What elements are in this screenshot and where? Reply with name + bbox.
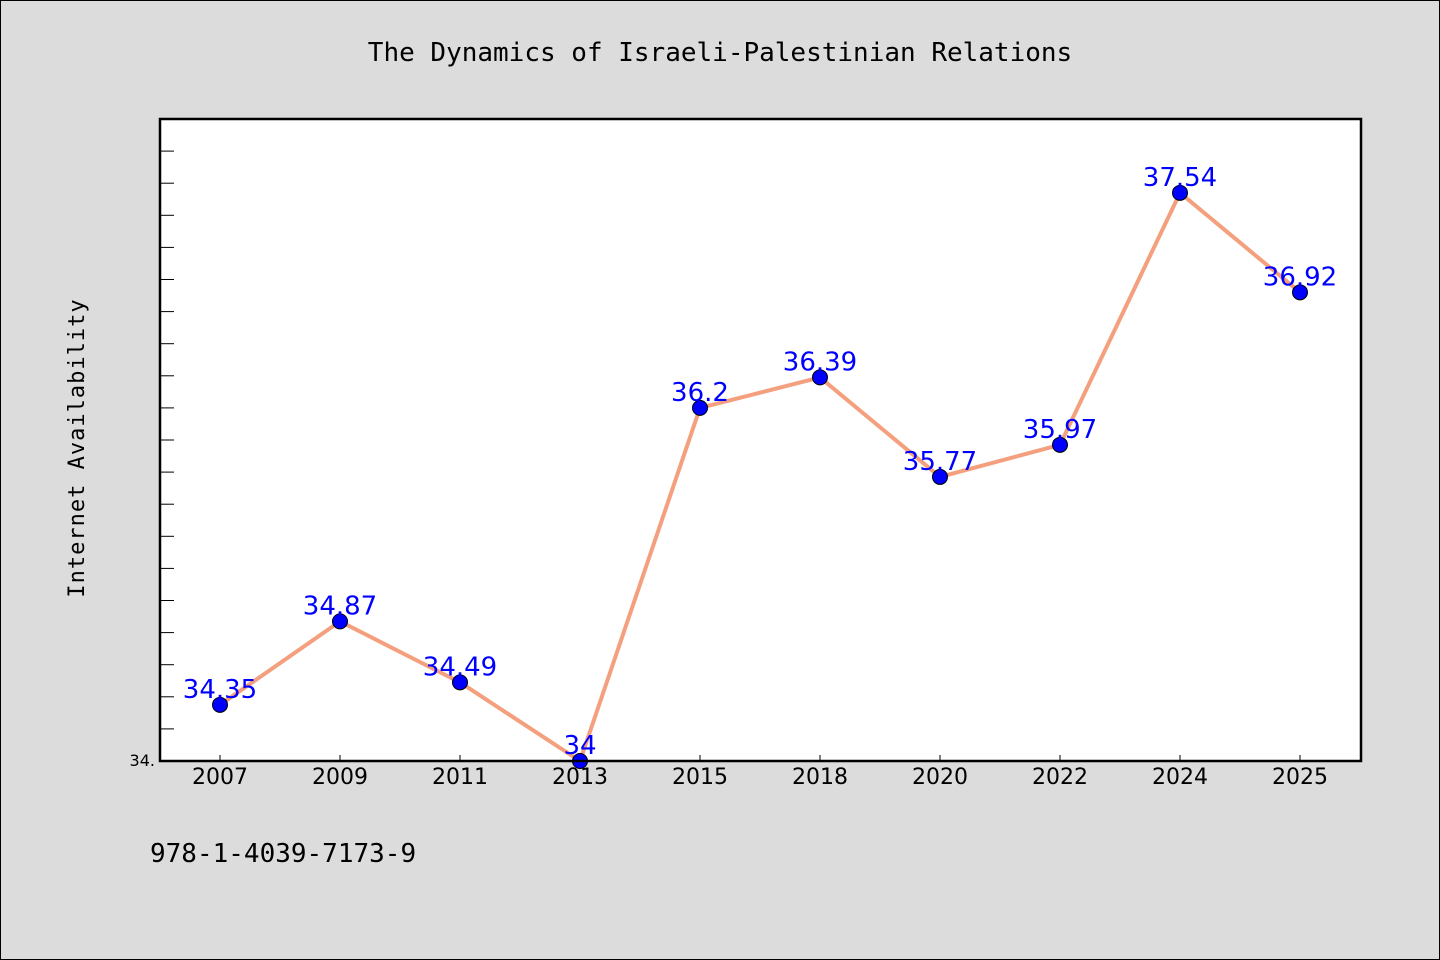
x-tick-label: 2013 [552,765,608,790]
data-label: 34.87 [303,591,377,621]
data-label: 37.54 [1143,163,1217,193]
plot-area [160,119,1361,761]
data-point [692,399,708,416]
series-group [212,184,1308,769]
data-label: 36.39 [783,347,857,377]
data-label: 35.77 [903,447,977,477]
x-tick-label: 2009 [312,765,368,790]
x-tick-label: 2022 [1032,765,1088,790]
data-label: 34.35 [183,675,257,705]
data-point [1172,184,1188,201]
x-tick-label: 2007 [192,765,248,790]
data-point [332,613,348,630]
series-line [218,190,1302,763]
x-tick-label: 2020 [912,765,968,790]
x-tick-label: 2024 [1152,765,1208,790]
plot-border [158,117,1363,763]
chart-title: The Dynamics of Israeli-Palestinian Rela… [368,38,1072,68]
x-tick-label: 2011 [432,765,488,790]
data-point [452,674,468,691]
data-label: 36.2 [671,378,729,408]
data-point [1292,284,1308,301]
x-tick-label: 2025 [1272,765,1328,790]
data-point [932,468,948,485]
data-labels: 34.35 34.87 34.49 34 36.2 36.39 35.77 35.97 37.5… [183,163,1337,761]
y-tick-label: 34. [130,751,155,770]
x-tick-labels: 2007 2009 2011 2013 2015 2018 2020 2022 2024 2025 [192,765,1328,790]
x-tick-label: 2015 [672,765,728,790]
x-tick-label: 2018 [792,765,848,790]
footer-text: 978-1-4039-7173-9 [150,839,416,869]
data-point [1052,436,1068,453]
data-point [212,696,228,713]
data-label: 35.97 [1023,415,1097,445]
data-label: 34.49 [423,652,497,682]
data-label: 34 [563,731,596,761]
y-axis-label: Internet Availability [65,298,90,597]
data-label: 36.92 [1263,262,1337,292]
data-point [812,369,828,386]
y-minor-ticks [160,118,174,762]
